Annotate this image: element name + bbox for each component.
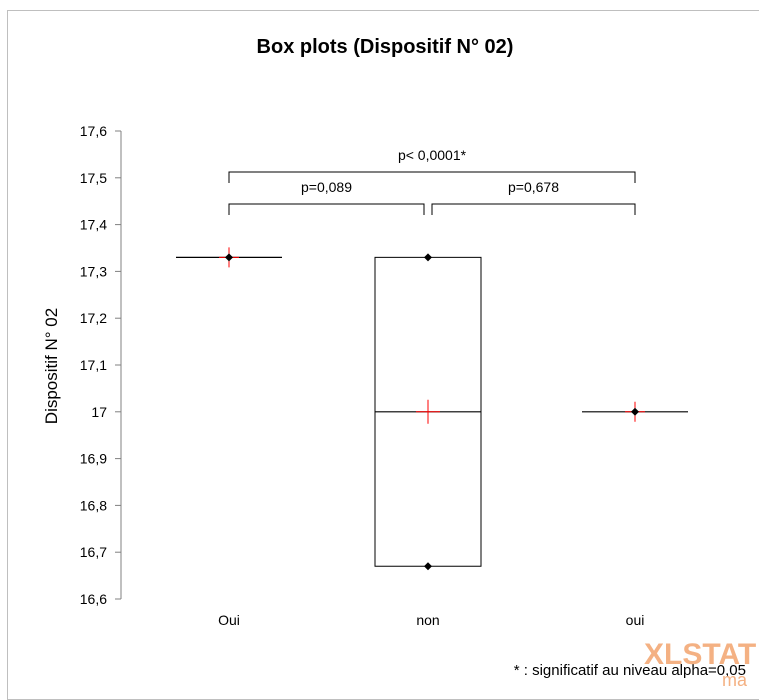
bracket-line (431, 203, 636, 215)
x-tick-label: Oui (218, 612, 240, 628)
p-value-label: p=0,678 (508, 179, 559, 195)
x-tick-label: oui (626, 612, 645, 628)
chart-frame (7, 10, 759, 700)
p-value-label: p=0,089 (301, 179, 352, 195)
box-oui-0 (176, 247, 282, 268)
data-point (424, 562, 432, 571)
y-tick-label: 17,6 (80, 123, 107, 139)
data-point (631, 407, 639, 416)
chart-title: Box plots (Dispositif N° 02) (257, 36, 514, 58)
box-non-1 (374, 253, 482, 571)
bracket-line (228, 203, 425, 215)
data-point (225, 253, 233, 262)
y-tick-label: 17,2 (80, 310, 107, 326)
y-axis-label: Dispositif N° 02 (42, 308, 61, 424)
comparison-bracket: p=0,089 (228, 179, 425, 215)
y-tick-label: 16,9 (80, 451, 107, 467)
comparison-brackets: p=0,089 p=0,678 p< 0,0001* (228, 147, 636, 215)
y-tick-label: 16,6 (80, 591, 107, 607)
y-tick-label: 16,8 (80, 497, 107, 513)
x-tick-label: non (416, 612, 439, 628)
y-tick-label: 17,4 (80, 217, 107, 233)
x-axis-labels: Oui non oui (218, 612, 644, 628)
p-value-label: p< 0,0001* (398, 147, 467, 163)
y-tick-label: 17,1 (80, 357, 107, 373)
comparison-bracket: p=0,678 (431, 179, 636, 215)
boxes (176, 247, 688, 571)
y-tick-label: 17 (91, 404, 107, 420)
xlstat-watermark-sub: ma (722, 670, 748, 687)
comparison-bracket: p< 0,0001* (228, 147, 636, 183)
y-axis: 16,6 16,7 16,8 16,9 17 17,1 17,2 17,3 17,4 17,5 17… (80, 123, 122, 607)
xlstat-watermark: XLSTAT (644, 638, 756, 671)
y-tick-label: 16,7 (80, 544, 107, 560)
y-tick-label: 17,5 (80, 170, 107, 186)
footnote: * : significatif au niveau alpha=0,05 (514, 662, 746, 679)
data-point (424, 253, 432, 262)
box-oui-2 (582, 401, 688, 422)
bracket-line (228, 171, 636, 183)
y-tick-label: 17,3 (80, 263, 107, 279)
